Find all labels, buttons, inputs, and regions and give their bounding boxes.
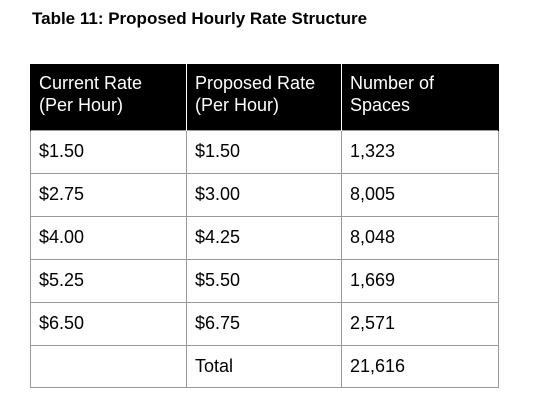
total-spaces-cell: 21,616 [341, 344, 499, 388]
total-row: Total 21,616 [30, 344, 499, 388]
spaces-cell: 8,048 [341, 215, 499, 260]
current-rate-cell: $4.00 [30, 215, 187, 260]
table-row: $6.50 $6.75 2,571 [30, 301, 499, 346]
header-proposed-rate-line2: (Per Hour) [195, 95, 280, 115]
header-current-rate-line2: (Per Hour) [39, 95, 124, 115]
header-number-of-spaces: Number of Spaces [341, 64, 499, 130]
proposed-rate-cell: $6.75 [186, 301, 342, 346]
current-rate-cell: $1.50 [30, 129, 187, 174]
table-row: $1.50 $1.50 1,323 [30, 129, 499, 174]
table-row: $5.25 $5.50 1,669 [30, 258, 499, 303]
table-title: Table 11: Proposed Hourly Rate Structure [32, 9, 368, 28]
proposed-rate-cell: $3.00 [186, 172, 342, 217]
proposed-rate-cell: $5.50 [186, 258, 342, 303]
header-proposed-rate: Proposed Rate (Per Hour) [186, 64, 342, 130]
table-row: $4.00 $4.25 8,048 [30, 215, 499, 260]
header-number-of-spaces-line1: Number of [350, 73, 435, 93]
proposed-rate-cell: $1.50 [186, 129, 342, 174]
header-current-rate-line1: Current Rate [39, 73, 143, 93]
current-rate-cell: $6.50 [30, 301, 187, 346]
header-row: Current Rate (Per Hour) Proposed Rate (P… [30, 64, 499, 130]
spaces-cell: 1,323 [341, 129, 499, 174]
proposed-rate-cell: $4.25 [186, 215, 342, 260]
current-rate-cell: $2.75 [30, 172, 187, 217]
empty-cell [30, 344, 187, 388]
header-number-of-spaces-line2: Spaces [350, 95, 411, 115]
table-row: $2.75 $3.00 8,005 [30, 172, 499, 217]
current-rate-cell: $5.25 [30, 258, 187, 303]
header-proposed-rate-line1: Proposed Rate [195, 73, 316, 93]
spaces-cell: 1,669 [341, 258, 499, 303]
rate-structure-table: Current Rate (Per Hour) Proposed Rate (P… [30, 64, 499, 388]
spaces-cell: 2,571 [341, 301, 499, 346]
total-label-cell: Total [186, 344, 342, 388]
header-current-rate: Current Rate (Per Hour) [30, 64, 187, 130]
spaces-cell: 8,005 [341, 172, 499, 217]
